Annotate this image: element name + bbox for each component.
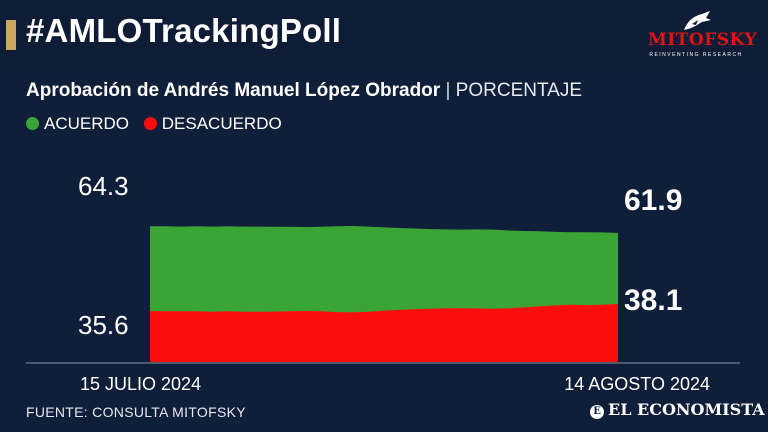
start-label-desacuerdo: 35.6 — [78, 310, 129, 340]
subtitle-unit: PORCENTAJE — [455, 80, 583, 101]
legend-label-desacuerdo: DESACUERDO — [161, 114, 282, 133]
legend-item-acuerdo: ACUERDO — [26, 114, 129, 134]
start-label-acuerdo: 64.3 — [78, 171, 129, 201]
chart-legend: ACUERDO DESACUERDO — [26, 114, 292, 134]
end-label-acuerdo: 61.9 — [624, 184, 682, 217]
legend-label-acuerdo: ACUERDO — [44, 114, 130, 133]
legend-swatch-desacuerdo — [143, 117, 157, 130]
brand-name: EL ECONOMISTA — [608, 400, 765, 419]
el-economista-brand: E EL ECONOMISTA — [590, 400, 765, 419]
source-note: FUENTE: CONSULTA MITOFSKY — [26, 404, 246, 420]
subtitle-separator: | — [445, 80, 451, 101]
header-band — [0, 0, 768, 72]
x-tick-start: 15 JULIO 2024 — [80, 374, 201, 394]
mitofsky-logo: MITOFSKY REINVENTING RESEARCH — [648, 10, 758, 62]
chart-subtitle: Aprobación de Andrés Manuel López Obrado… — [26, 80, 582, 102]
area-desacuerdo — [150, 304, 618, 362]
brand-globe-icon: E — [590, 405, 604, 419]
end-label-desacuerdo: 38.1 — [624, 284, 682, 317]
x-tick-end: 14 AGOSTO 2024 — [564, 374, 710, 394]
legend-swatch-acuerdo — [26, 117, 39, 130]
logo-tagline: REINVENTING RESEARCH — [649, 52, 743, 58]
subtitle-main: Aprobación de Andrés Manuel López Obrado… — [26, 80, 441, 101]
fox-logo-icon — [684, 11, 711, 30]
page-title: #AMLOTrackingPoll — [26, 12, 342, 49]
title-accent-bar — [6, 20, 16, 50]
legend-item-desacuerdo: DESACUERDO — [143, 114, 282, 134]
logo-wordmark: MITOFSKY — [648, 30, 758, 50]
